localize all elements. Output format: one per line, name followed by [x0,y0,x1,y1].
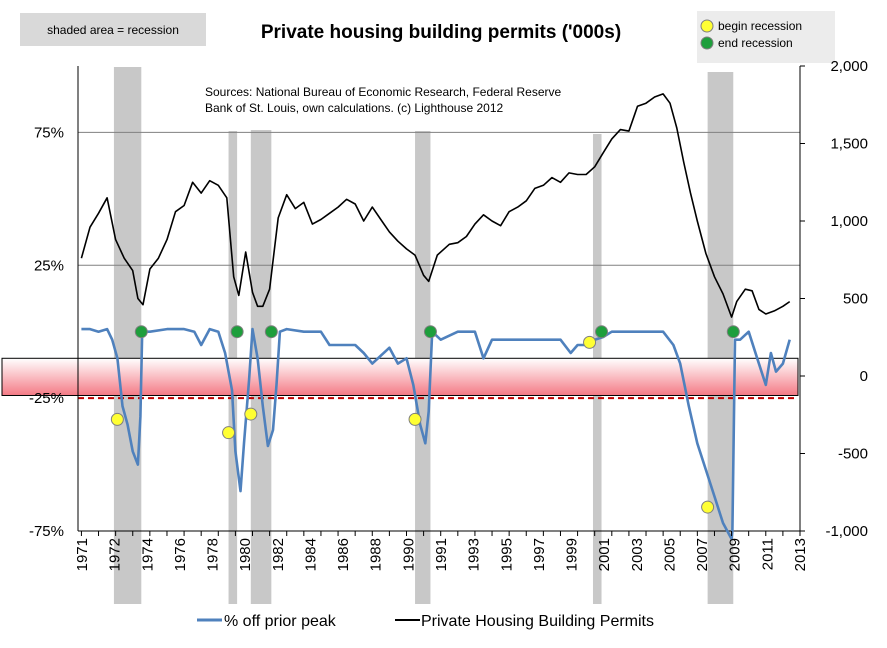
x-tick-label: 1976 [172,538,189,571]
right-tick-label: -500 [838,446,868,463]
gridlines [78,131,800,266]
right-tick-label: 500 [843,291,868,308]
recession-markers [110,325,740,514]
x-tick-label: 1988 [368,538,385,571]
x-tick-label: 1972 [107,538,124,571]
end-recession-legend-icon [700,36,714,50]
marker-legend-box [697,11,835,63]
shaded-note-text: shaded area = recession [47,23,179,37]
x-tick-label: 2011 [759,538,776,570]
right-tick-label: 1,500 [830,136,868,153]
permits-legend-label: Private Housing Building Permits [421,613,654,630]
x-tick-label: 1986 [335,538,352,571]
recession-bar [707,72,734,604]
sources-line-2: Bank of St. Louis, own calculations. (c)… [205,101,504,115]
end-recession-marker [264,325,278,339]
x-tick-label: 1984 [303,538,320,571]
begin-recession-marker [408,412,422,426]
begin-recession-legend-label: begin recession [718,19,802,33]
pct-off-peak-line [81,327,791,541]
left-tick-label: 75% [34,124,64,141]
marker-legend: begin recession end recession [700,19,802,50]
x-tick-label: 1980 [237,538,254,571]
x-tick-label: 1990 [400,538,417,571]
x-tick-label: 2003 [629,538,646,571]
begin-recession-marker [244,407,258,421]
series-legend: % off prior peak Private Housing Buildin… [197,613,654,630]
x-tick-label: 1997 [531,538,548,571]
end-recession-marker [230,325,244,339]
axis-ticks: 75% 25% -25% -75% 2,000 1,500 1,000 500 0 -500 -1,… [29,58,868,571]
reference-band-rect [1,357,799,396]
x-tick-label: 1999 [564,538,581,571]
shaded-note-box [20,13,206,46]
pct-off-peak-legend-label: % off prior peak [224,613,337,630]
x-tick-label: 1978 [205,538,222,571]
right-tick-label: 0 [860,368,868,385]
reference-band [1,357,799,400]
x-tick-label: 1991 [433,538,450,571]
x-tick-label: 1982 [270,538,287,571]
begin-recession-marker [222,426,236,440]
x-tick-label: 2005 [662,538,679,571]
x-tick-label: 2013 [792,538,809,571]
end-recession-legend-label: end recession [718,36,793,50]
right-tick-label: 2,000 [830,58,868,75]
end-recession-marker [595,325,609,339]
right-tick-label: -1,000 [825,523,868,540]
x-tick-label: 2007 [694,538,711,571]
end-recession-marker [423,325,437,339]
permits-line [80,93,791,318]
begin-recession-marker [583,335,597,349]
x-tick-label: 1995 [498,538,515,571]
x-tick-label: 1974 [139,538,156,571]
left-tick-label: -25% [29,390,64,407]
x-tick-label: 1993 [466,538,483,571]
x-tick-label: 2001 [596,538,613,571]
series-lines [80,93,791,541]
end-recession-marker [726,325,740,339]
left-tick-label: 25% [34,257,64,274]
begin-recession-marker [110,412,124,426]
left-tick-label: -75% [29,523,64,540]
x-tick-label: 1971 [74,538,91,571]
right-tick-label: 1,000 [830,213,868,230]
x-tick-label: 2009 [727,538,744,571]
chart-title: Private housing building permits ('000s) [261,22,621,43]
sources-line-1: Sources: National Bureau of Economic Res… [205,85,562,99]
end-recession-marker [134,325,148,339]
begin-recession-legend-icon [700,19,714,33]
begin-recession-marker [701,500,715,514]
